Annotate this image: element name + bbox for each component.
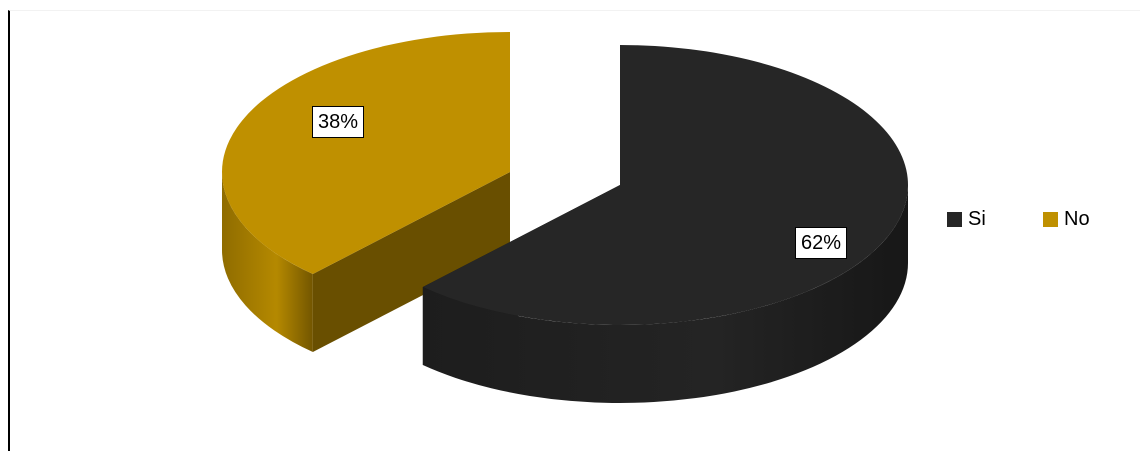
slice-no (222, 32, 510, 353)
slice-no-wall-start (312, 172, 510, 353)
legend-swatch-no (1043, 212, 1058, 227)
legend-item-no: No (1043, 208, 1090, 231)
data-label-no: 38% (312, 106, 365, 138)
legend-label-no: No (1064, 208, 1090, 230)
legend-label-si: Si (968, 208, 986, 230)
legend-item-si: Si (947, 208, 986, 231)
slice-si (422, 45, 909, 403)
legend-swatch-si (947, 212, 962, 227)
slice-no-top (222, 32, 510, 275)
slice-si-top (422, 45, 908, 325)
chart-frame (8, 10, 1140, 451)
slice-no-side (222, 172, 313, 353)
slice-si-side (422, 185, 909, 403)
data-label-si: 62% (795, 227, 848, 259)
